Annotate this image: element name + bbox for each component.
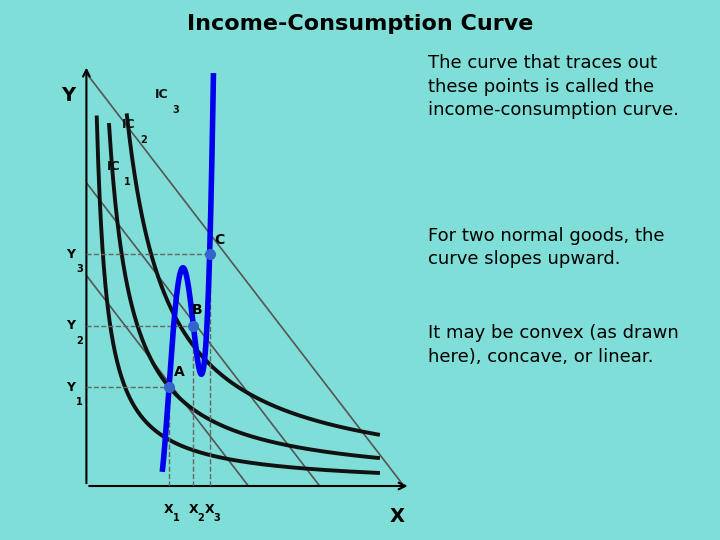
Text: It may be convex (as drawn
here), concave, or linear.: It may be convex (as drawn here), concav… (428, 324, 679, 366)
Text: IC: IC (122, 118, 135, 131)
Text: For two normal goods, the
curve slopes upward.: For two normal goods, the curve slopes u… (428, 227, 665, 268)
Text: X: X (390, 507, 405, 526)
Text: 2: 2 (76, 336, 84, 346)
Text: Income-Consumption Curve: Income-Consumption Curve (186, 14, 534, 33)
Text: IC: IC (107, 160, 120, 173)
Text: 3: 3 (76, 264, 84, 274)
Text: IC: IC (154, 89, 168, 102)
Text: X: X (189, 503, 198, 516)
Text: 1: 1 (125, 177, 131, 187)
Text: X: X (164, 503, 174, 516)
Text: Y: Y (61, 86, 76, 105)
Text: 3: 3 (213, 514, 220, 523)
Text: 2: 2 (197, 514, 204, 523)
Text: 3: 3 (172, 105, 179, 115)
Text: The curve that traces out
these points is called the
income-consumption curve.: The curve that traces out these points i… (428, 54, 680, 119)
Text: Y: Y (66, 248, 75, 261)
Text: X: X (204, 503, 215, 516)
Text: C: C (215, 233, 225, 247)
Text: 2: 2 (140, 134, 147, 145)
Text: B: B (192, 303, 202, 317)
Text: 1: 1 (76, 397, 84, 407)
Text: Y: Y (66, 381, 75, 394)
Text: Y: Y (66, 320, 75, 333)
Text: A: A (174, 366, 184, 380)
Text: 1: 1 (173, 514, 179, 523)
